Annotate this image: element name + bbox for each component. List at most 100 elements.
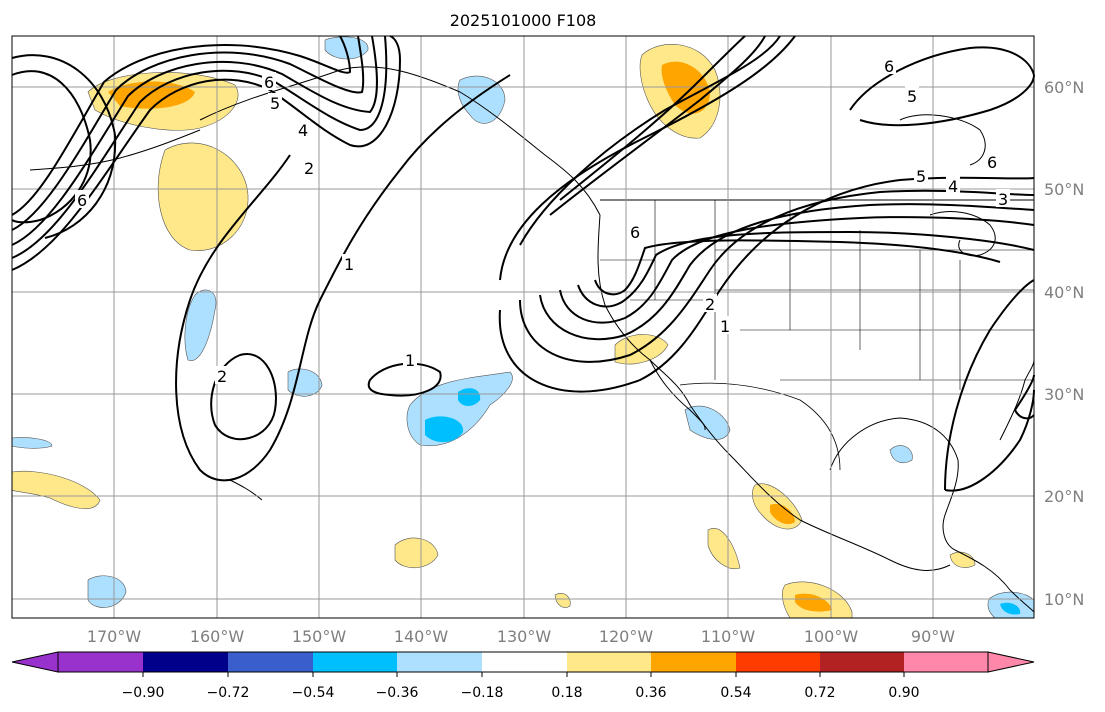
negative-anomaly-core: [425, 416, 464, 443]
contour-label: 4: [298, 121, 308, 140]
gridlines: [12, 36, 1034, 618]
longitude-labels: 170°W 160°W 150°W 140°W 130°W 120°W 110°…: [87, 627, 955, 646]
contour-line: [367, 362, 442, 397]
negative-anomaly-patch: [324, 36, 369, 60]
contour-label: 6: [264, 73, 274, 92]
contour-line: [859, 74, 1035, 127]
contour-label: 6: [987, 153, 997, 172]
lat-label: 10°N: [1044, 590, 1084, 609]
mexico-border: [679, 382, 841, 471]
contour-line: [559, 35, 746, 201]
colorbar-left-arrow: [11, 651, 59, 673]
lat-label: 50°N: [1044, 180, 1084, 199]
colorbar-segment: [58, 652, 143, 672]
latitude-labels: 60°N 50°N 40°N 30°N 20°N 10°N: [1044, 78, 1084, 609]
lat-label: 40°N: [1044, 283, 1084, 302]
colorbar-tick-label: −0.90: [122, 685, 165, 701]
contour-label: 5: [907, 87, 917, 106]
lon-label: 140°W: [394, 627, 449, 646]
contour-line: [498, 176, 1035, 393]
colorbar-segment: [820, 652, 904, 672]
contour-line: [11, 54, 117, 239]
central-america-coast: [954, 549, 1035, 613]
positive-anomaly-patch: [707, 528, 741, 570]
lon-label: 90°W: [911, 627, 955, 646]
contour-label-group: 6 5 4 2 6 1 2 1 6 2 1 6 5 4: [75, 56, 1010, 386]
contour-line: [539, 203, 1035, 341]
contour-line: [11, 35, 365, 231]
contour-line: [210, 353, 277, 441]
baja-peninsula: [649, 359, 706, 431]
contour-line: [594, 239, 1001, 296]
colorbar-segment: [143, 652, 228, 672]
lat-label: 20°N: [1044, 487, 1084, 506]
contour-line: [549, 35, 766, 216]
colorbar-tick-label: −0.72: [207, 685, 250, 701]
contour-label: 2: [304, 159, 314, 178]
negative-anomaly-patch: [457, 75, 506, 124]
colorbar-tick-label: −0.36: [376, 685, 419, 701]
contour-label: 5: [916, 167, 926, 186]
lat-label: 60°N: [1044, 78, 1084, 97]
shading-layer: [11, 36, 1035, 619]
map-title: 2025101000 F108: [450, 11, 597, 30]
lat-label: 30°N: [1044, 385, 1084, 404]
lon-label: 150°W: [292, 627, 347, 646]
colorbar-segment: [397, 652, 482, 672]
colorbar: −0.90 −0.72 −0.54 −0.36 −0.18 0.18 0.36 …: [11, 651, 1035, 701]
contour-line: [175, 74, 511, 482]
contour-label: 6: [77, 191, 87, 210]
colorbar-segment: [736, 652, 820, 672]
contour-line: [11, 35, 388, 259]
colorbar-right-arrow: [987, 651, 1035, 673]
positive-anomaly-core: [770, 503, 795, 525]
colorbar-tick-label: 0.36: [635, 685, 666, 701]
contour-lines: [11, 35, 1035, 492]
contour-line: [11, 35, 352, 216]
lon-label: 170°W: [87, 627, 142, 646]
state-borders: [600, 200, 1034, 390]
contour-label: 1: [720, 317, 730, 336]
lon-label: 130°W: [497, 627, 552, 646]
colorbar-segment: [228, 652, 313, 672]
negative-anomaly-patch: [889, 445, 913, 463]
contour-line: [944, 389, 1035, 492]
contour-line: [11, 70, 92, 224]
contour-label: 3: [998, 190, 1008, 209]
contour-label: 1: [344, 255, 354, 274]
hudson-bay: [899, 114, 986, 166]
colorbar-tick-label: −0.54: [292, 685, 335, 701]
contour-label: 2: [217, 367, 227, 386]
colorbar-tick-label: 0.90: [888, 685, 919, 701]
contour-line: [519, 35, 781, 246]
negative-anomaly-patch: [11, 437, 53, 449]
alaska-coast: [199, 66, 601, 216]
lon-label: 120°W: [599, 627, 654, 646]
lon-label: 110°W: [701, 627, 756, 646]
contour-label: 5: [270, 94, 280, 113]
colorbar-segment: [313, 652, 397, 672]
negative-anomaly-core: [1000, 602, 1021, 615]
colorbar-tick-label: 0.54: [720, 685, 751, 701]
contour-line: [499, 35, 796, 281]
positive-anomaly-patch: [11, 470, 101, 509]
lon-label: 100°W: [804, 627, 859, 646]
aleutian-islands: [29, 129, 201, 171]
contour-line: [11, 35, 402, 271]
positive-anomaly-patch: [554, 593, 571, 608]
positive-anomaly-patch: [394, 537, 439, 568]
colorbar-segment: [904, 652, 988, 672]
contour-line: [944, 279, 1035, 491]
colorbar-segment: [482, 652, 567, 672]
colorbar-tick-label: 0.72: [804, 685, 835, 701]
colorbar-border: [57, 651, 989, 673]
map-border: [11, 35, 1035, 619]
colorbar-tick-label: −0.18: [461, 685, 504, 701]
colorbar-segment: [567, 652, 651, 672]
contour-line: [11, 35, 378, 246]
lon-label: 160°W: [190, 627, 245, 646]
positive-anomaly-core: [108, 81, 195, 109]
contour-label: 6: [630, 223, 640, 242]
colorbar-segment: [651, 652, 736, 672]
negative-anomaly-core: [458, 388, 481, 406]
